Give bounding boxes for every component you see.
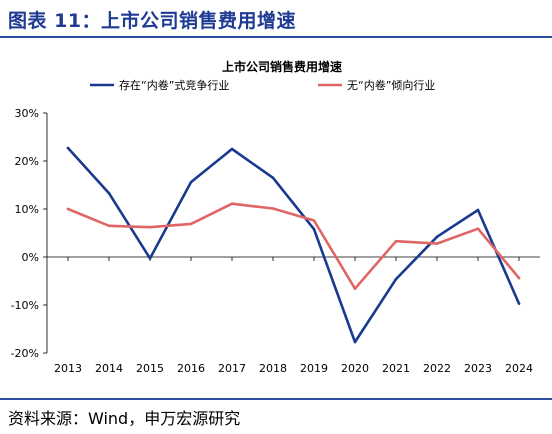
x-tick-label: 2023 bbox=[464, 362, 492, 375]
source-note: 资料来源：Wind，申万宏源研究 bbox=[8, 409, 241, 428]
y-tick-label: 10% bbox=[15, 203, 39, 216]
bottom-divider bbox=[0, 398, 552, 400]
series-2-point bbox=[230, 202, 234, 206]
series-layer bbox=[66, 146, 521, 344]
series-1-point bbox=[517, 302, 521, 305]
x-tick-label: 2024 bbox=[505, 362, 533, 375]
y-tick-label: 0% bbox=[22, 251, 39, 264]
series-2-point bbox=[189, 222, 193, 226]
series-2-point bbox=[394, 239, 398, 243]
y-tick-label: 20% bbox=[15, 155, 39, 168]
x-tick-label: 2020 bbox=[341, 362, 369, 375]
series-line-2 bbox=[66, 202, 521, 291]
chart-title: 上市公司销售费用增速 bbox=[222, 59, 342, 74]
series-1-point bbox=[189, 180, 193, 184]
y-tick-label: -10% bbox=[11, 299, 39, 312]
series-1-point bbox=[271, 176, 275, 180]
series-2-point bbox=[517, 276, 521, 280]
series-2-point bbox=[312, 219, 316, 222]
x-tick-label: 2018 bbox=[259, 362, 287, 375]
x-tick-label: 2013 bbox=[54, 362, 82, 375]
y-tick-label: 30% bbox=[15, 107, 39, 120]
series-2-point bbox=[148, 225, 152, 229]
series-2-point bbox=[476, 227, 480, 230]
series-1-point bbox=[435, 235, 439, 239]
x-tick-label: 2017 bbox=[218, 362, 246, 375]
x-tick-label: 2016 bbox=[177, 362, 205, 375]
series-2-point bbox=[107, 224, 111, 228]
series-1-point bbox=[148, 257, 152, 260]
series-1-point bbox=[230, 147, 234, 151]
y-tick-label: -20% bbox=[11, 347, 39, 360]
series-2-point bbox=[435, 242, 439, 245]
series-2-point bbox=[353, 287, 357, 290]
x-tick-label: 2021 bbox=[382, 362, 410, 375]
x-tick-label: 2019 bbox=[300, 362, 328, 375]
series-line-1 bbox=[66, 146, 521, 344]
x-tick-label: 2015 bbox=[136, 362, 164, 375]
axes: -20% -10% 0% 10% 20% 30% 2013 2014 2015 2016 2017 2… bbox=[11, 107, 540, 375]
series-2-point bbox=[66, 207, 70, 211]
legend-label-1: 存在“内卷”式竞争行业 bbox=[119, 78, 229, 92]
series-1-point bbox=[312, 227, 316, 231]
series-1-point bbox=[394, 277, 398, 281]
series-1-point bbox=[107, 191, 111, 195]
series-1-point bbox=[66, 146, 70, 150]
x-tick-label: 2014 bbox=[95, 362, 123, 375]
top-divider bbox=[0, 36, 552, 38]
legend: 存在“内卷”式竞争行业 无“内卷”倾向行业 bbox=[90, 78, 435, 92]
figure-title: 图表 11：上市公司销售费用增速 bbox=[8, 10, 297, 32]
legend-label-2: 无“内卷”倾向行业 bbox=[347, 78, 435, 92]
series-1-point bbox=[476, 208, 480, 212]
series-2-point bbox=[271, 207, 275, 210]
series-1-point bbox=[353, 340, 357, 344]
x-tick-label: 2022 bbox=[423, 362, 451, 375]
